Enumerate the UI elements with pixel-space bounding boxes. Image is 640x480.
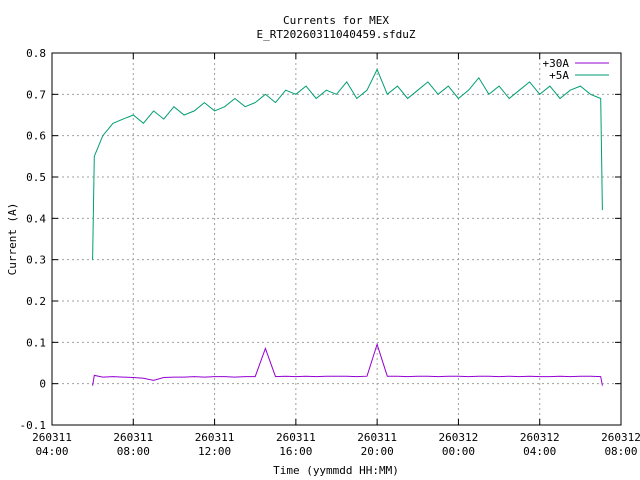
x-tick-label: 260311 16:00	[276, 431, 316, 458]
legend-label: +5A	[549, 69, 569, 82]
y-tick-label: 0.3	[26, 254, 46, 267]
y-tick-label: 0.2	[26, 295, 46, 308]
plot-border	[51, 52, 622, 426]
series-line	[92, 342, 603, 386]
x-tick-label: 260312 08:00	[601, 431, 640, 458]
y-tick-label: 0.7	[26, 88, 46, 101]
x-tick-label: 260311 04:00	[32, 431, 72, 458]
y-tick-label: -0.1	[20, 419, 47, 432]
x-tick-label: 260312 04:00	[520, 431, 560, 458]
y-tick-label: 0.5	[26, 171, 46, 184]
x-tick-label: 260311 20:00	[357, 431, 397, 458]
y-tick-label: 0	[39, 378, 46, 391]
x-tick-label: 260311 08:00	[113, 431, 153, 458]
y-axis-label: Current (A)	[6, 203, 19, 276]
legend-label: +30A	[543, 57, 570, 70]
x-tick-label: 260311 12:00	[195, 431, 235, 458]
y-tick-label: 0.1	[26, 336, 46, 349]
series-line	[92, 68, 603, 260]
chart-title: Currents for MEX	[283, 14, 389, 27]
x-tick-label: 260312 00:00	[439, 431, 479, 458]
y-tick-label: 0.4	[26, 212, 46, 225]
chart-subtitle: E_RT20260311040459.sfduZ	[257, 28, 416, 41]
y-tick-label: 0.6	[26, 130, 46, 143]
x-axis-label: Time (yymmdd HH:MM)	[273, 464, 399, 477]
y-tick-label: 0.8	[26, 47, 46, 60]
